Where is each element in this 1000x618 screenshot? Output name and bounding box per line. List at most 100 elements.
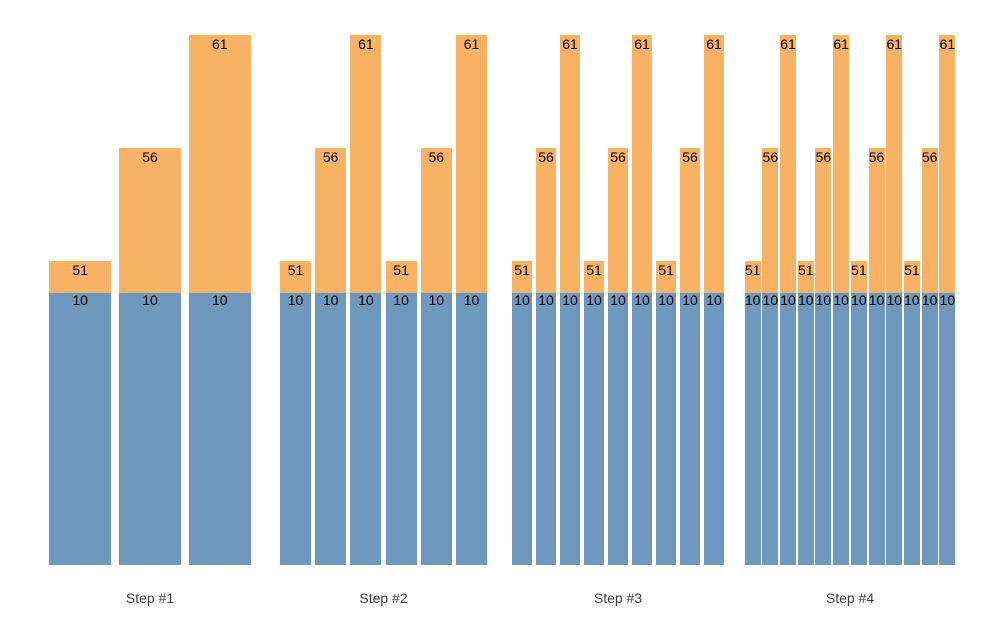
bar-base-value-label: 10 — [610, 292, 626, 308]
bar-value-label: 56 — [610, 149, 626, 165]
bar-value-label: 61 — [939, 36, 956, 52]
bar: 56 10 — [535, 0, 557, 565]
bar-base-segment: 10 — [420, 293, 452, 565]
bar-value-label: 51 — [904, 262, 920, 278]
bar-top-segment: 61 — [631, 35, 653, 293]
bar-base-value-label: 10 — [538, 292, 554, 308]
bar-group-step-4: 51 10 56 10 61 10 51 10 56 10 61 10 51 10 56 10 61 10 51 10… — [744, 0, 956, 565]
bar-value-label: 51 — [72, 262, 88, 278]
bar-base-value-label: 10 — [514, 292, 530, 308]
bar-base-value-label: 10 — [393, 292, 409, 308]
bar-base-segment: 10 — [703, 292, 725, 565]
x-axis-group-label: Step #2 — [359, 590, 408, 606]
bar-base-segment: 10 — [679, 292, 701, 565]
bar-base-segment: 10 — [797, 292, 814, 565]
bar-base-value-label: 10 — [851, 292, 867, 308]
bar-top-segment: 51 — [49, 261, 112, 293]
bar-base-segment: 10 — [280, 293, 311, 565]
bar-top-segment: 61 — [886, 35, 903, 293]
bar: 51 10 — [655, 0, 677, 565]
bar: 51 10 — [280, 0, 311, 565]
bar-top-segment: 56 — [762, 148, 779, 293]
bar-base-value-label: 10 — [142, 292, 158, 308]
bar-base-value-label: 10 — [463, 292, 480, 308]
bar-value-label: 61 — [780, 36, 796, 52]
bar: 56 10 — [921, 0, 938, 565]
x-axis-group-label: Step #1 — [125, 590, 175, 606]
bar-value-label: 61 — [358, 36, 374, 52]
bar-top-segment: 61 — [780, 35, 797, 293]
bar-base-value-label: 10 — [287, 292, 304, 308]
bar-group-step-2: 51 10 56 10 61 10 51 10 56 10 61 10 — [280, 0, 487, 565]
bar-top-segment: 56 — [868, 148, 885, 293]
bar-base-segment: 10 — [607, 292, 629, 565]
bar-base-value-label: 10 — [706, 292, 722, 308]
bar: 51 10 — [850, 0, 867, 565]
bar-group-step-3: 51 10 56 10 61 10 51 10 56 10 61 10 51 10 56 10 61 10 — [511, 0, 725, 565]
bar-top-segment: 51 — [385, 261, 417, 293]
bar-base-segment: 10 — [833, 292, 850, 565]
bar-value-label: 61 — [886, 36, 903, 52]
bar: 61 10 — [886, 0, 903, 565]
bar-top-segment: 61 — [350, 35, 382, 293]
bar-base-segment: 10 — [868, 292, 885, 565]
bar: 51 10 — [744, 0, 761, 565]
bar-base-segment: 10 — [49, 293, 112, 565]
bar-base-segment: 10 — [350, 292, 382, 565]
bar: 61 10 — [833, 0, 850, 565]
bar-base-value-label: 10 — [833, 292, 849, 308]
bar-value-label: 61 — [562, 36, 578, 52]
bar-base-value-label: 10 — [921, 292, 938, 308]
bar: 56 10 — [315, 0, 347, 565]
bar-base-value-label: 10 — [682, 292, 698, 308]
bar: 56 10 — [420, 0, 452, 565]
bar-base-segment: 10 — [315, 293, 347, 565]
bar-top-segment: 51 — [744, 261, 761, 293]
bar-base-value-label: 10 — [211, 292, 228, 308]
bar-value-label: 56 — [762, 149, 779, 165]
bar-base-value-label: 10 — [797, 292, 814, 308]
bar-value-label: 61 — [211, 36, 228, 52]
bar: 56 10 — [679, 0, 701, 565]
bar-value-label: 56 — [142, 149, 158, 165]
bar: 56 10 — [118, 0, 181, 565]
bar-top-segment: 61 — [559, 35, 581, 293]
bar: 61 10 — [559, 0, 581, 565]
bar-top-segment: 61 — [703, 35, 725, 293]
bar-value-label: 61 — [634, 36, 650, 52]
bar-base-value-label: 10 — [358, 292, 374, 308]
bar-top-segment: 61 — [939, 35, 956, 293]
bar-base-segment: 10 — [815, 293, 832, 565]
bar-base-value-label: 10 — [939, 292, 956, 308]
bar-base-segment: 10 — [939, 292, 956, 565]
bar-value-label: 56 — [921, 149, 938, 165]
bar-base-segment: 10 — [583, 293, 605, 565]
x-axis-group-label: Step #4 — [825, 590, 875, 606]
bar-value-label: 51 — [851, 262, 867, 278]
bar-base-segment: 10 — [850, 292, 867, 565]
bar-base-value-label: 10 — [868, 292, 885, 308]
bar-base-segment: 10 — [188, 292, 251, 565]
bar-value-label: 51 — [658, 262, 674, 278]
bar: 61 10 — [350, 0, 382, 565]
bar-base-segment: 10 — [385, 292, 417, 565]
bar-base-segment: 10 — [559, 293, 581, 565]
bar-top-segment: 51 — [280, 261, 311, 293]
bar: 61 10 — [456, 0, 487, 565]
bar-top-segment: 61 — [188, 35, 251, 293]
bar-value-label: 51 — [287, 262, 304, 278]
bar-value-label: 61 — [706, 36, 722, 52]
bar-base-value-label: 10 — [658, 292, 674, 308]
bar: 61 10 — [939, 0, 956, 565]
bar-value-label: 56 — [682, 149, 698, 165]
bar-base-value-label: 10 — [762, 292, 779, 308]
bar-base-segment: 10 — [511, 292, 533, 565]
bar-top-segment: 61 — [833, 35, 850, 293]
bar-value-label: 51 — [514, 262, 530, 278]
bar: 51 10 — [797, 0, 814, 565]
bar-top-segment: 56 — [315, 148, 347, 293]
bar-top-segment: 56 — [535, 148, 557, 293]
bar-base-segment: 10 — [631, 293, 653, 565]
bar-top-segment: 51 — [903, 261, 920, 293]
bar: 61 10 — [631, 0, 653, 565]
